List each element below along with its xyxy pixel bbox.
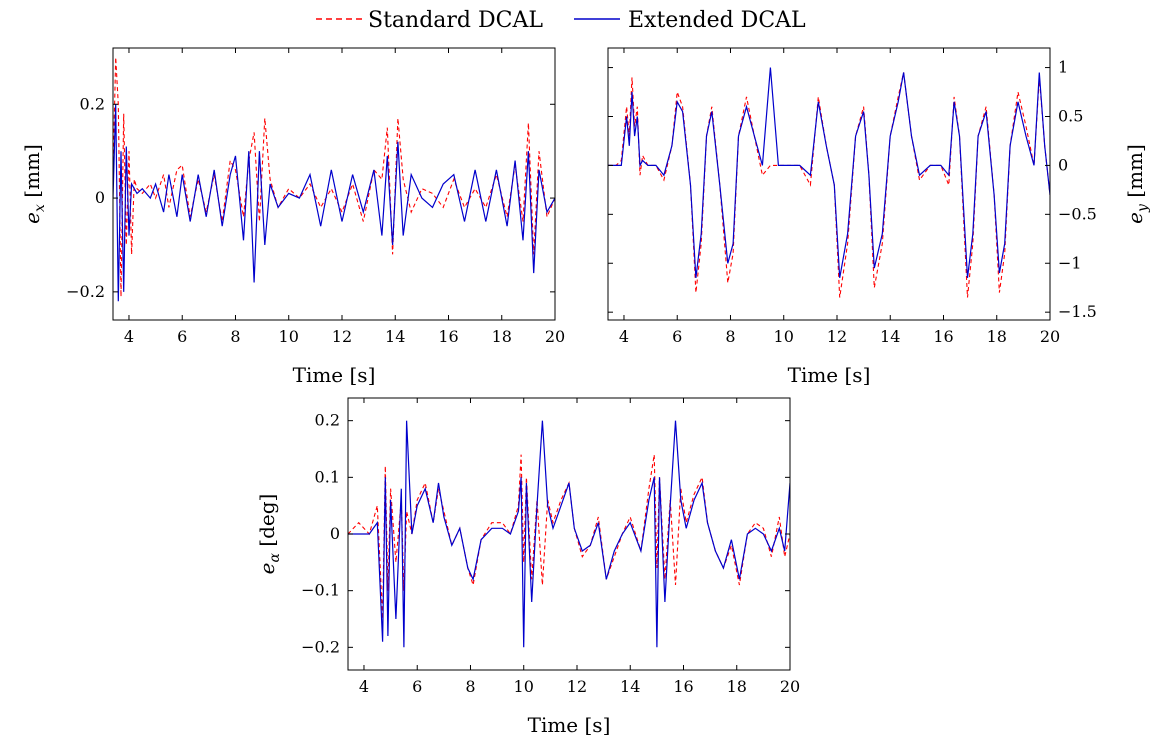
x-tick-label: 16	[438, 327, 458, 346]
x-tick-label: 6	[672, 327, 682, 346]
x-tick-label: 8	[725, 327, 735, 346]
series-line-standard	[348, 454, 790, 620]
plot-frame	[112, 47, 556, 321]
x-tick-label: 12	[332, 327, 352, 346]
y-axis-title: ex [mm]	[20, 144, 48, 224]
legend: Standard DCAL Extended DCAL	[316, 8, 806, 33]
x-tick-label: 14	[620, 677, 640, 696]
x-tick-label: 18	[987, 327, 1007, 346]
y-tick-label: 0	[95, 188, 105, 207]
legend-standard-label: Standard DCAL	[368, 8, 543, 33]
y-tick-label: 1	[1058, 58, 1068, 77]
y-tick-label: 0.2	[315, 411, 340, 430]
y-axis-subscript: y	[1135, 203, 1151, 213]
chart-panel-ealpha: 4 6 8 10 12 14 16 18 20 −0.2 −0.1 0 0.1 0.2 Time [s] eα…	[255, 397, 800, 737]
x-axis-title: Time [s]	[788, 363, 871, 387]
y-axis-unit: [deg]	[255, 494, 279, 553]
y-tick-label: 0	[1058, 155, 1068, 174]
legend-extended-label: Extended DCAL	[628, 8, 806, 33]
y-tick-label: −0.2	[301, 637, 340, 656]
plot-frame	[347, 397, 791, 671]
x-tick-label: 4	[619, 327, 629, 346]
x-tick-label: 18	[727, 677, 747, 696]
y-axis-symbol: e	[20, 212, 44, 224]
y-axis-symbol: e	[255, 563, 279, 575]
x-tick-label: 16	[673, 677, 693, 696]
series-line-extended	[113, 104, 555, 302]
y-tick-label: −1	[1058, 253, 1082, 272]
y-tick-label: 0	[330, 524, 340, 543]
x-tick-label: 16	[933, 327, 953, 346]
x-tick-label: 10	[774, 327, 794, 346]
x-tick-label: 20	[780, 677, 800, 696]
x-tick-label: 14	[385, 327, 405, 346]
y-tick-label: 0.5	[1058, 106, 1083, 125]
x-tick-label: 8	[230, 327, 240, 346]
x-tick-label: 6	[177, 327, 187, 346]
y-axis-subscript: α	[267, 553, 283, 563]
y-axis-unit: [mm]	[20, 144, 44, 204]
y-axis-subscript: x	[32, 204, 48, 212]
x-tick-label: 6	[412, 677, 422, 696]
plot-frame	[607, 47, 1051, 321]
x-axis-title: Time [s]	[528, 713, 611, 737]
y-tick-label: −0.2	[66, 282, 105, 301]
x-tick-label: 4	[124, 327, 134, 346]
y-tick-label: 0.1	[315, 467, 340, 486]
x-tick-label: 8	[465, 677, 475, 696]
x-axis-title: Time [s]	[293, 363, 376, 387]
chart-panel-ey: 4 6 8 10 12 14 16 18 20 −1.5 −1 −0.5 0 0.5 1 Time [s] ey…	[607, 47, 1151, 387]
x-tick-label: 4	[359, 677, 369, 696]
x-tick-label: 14	[880, 327, 900, 346]
x-tick-label: 10	[279, 327, 299, 346]
y-tick-label: −0.5	[1058, 204, 1097, 223]
chart-panel-ex: 4 6 8 10 12 14 16 18 20 −0.2 0 0.2 Time [s] ex [mm]	[20, 47, 565, 387]
x-tick-label: 12	[567, 677, 587, 696]
series-line-standard	[608, 72, 1050, 298]
x-tick-label: 12	[827, 327, 847, 346]
y-axis-symbol: e	[1123, 212, 1147, 224]
x-tick-label: 20	[545, 327, 565, 346]
x-tick-label: 10	[514, 677, 534, 696]
x-tick-label: 20	[1040, 327, 1060, 346]
y-tick-label: −0.1	[301, 581, 340, 600]
series-line-extended	[608, 67, 1050, 279]
y-axis-title: eα [deg]	[255, 494, 283, 575]
series-line-extended	[348, 420, 790, 648]
x-tick-label: 18	[492, 327, 512, 346]
y-tick-label: −1.5	[1058, 302, 1097, 321]
y-axis-unit: [mm]	[1123, 144, 1147, 204]
series-line-standard	[113, 57, 555, 297]
y-tick-label: 0.2	[80, 94, 105, 113]
y-axis-title: ey [mm]	[1123, 144, 1151, 224]
